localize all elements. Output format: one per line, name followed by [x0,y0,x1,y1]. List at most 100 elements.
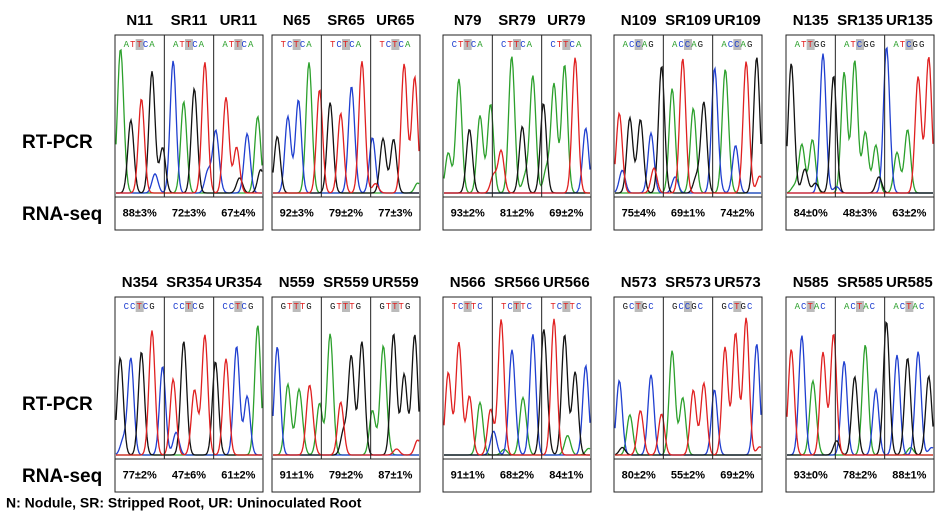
sequence: CCTCG [124,302,156,312]
base: A [356,40,362,50]
sample-name: N65 [283,12,311,29]
rna-seq-value: 91±1% [280,469,314,481]
sample-name: SR559 [323,274,369,291]
sequence: ACCAG [672,40,704,50]
base: C [477,302,483,312]
base: G [306,302,312,312]
rna-seq-value: 55±2% [671,469,705,481]
base: G [870,40,876,50]
rna-seq-value: 93±0% [794,469,828,481]
base: A [576,40,582,50]
sample-name: UR65 [376,12,414,29]
sample-name: UR585 [886,274,933,291]
sequence: ATCGG [844,40,876,50]
sample-name: SR135 [837,12,883,29]
base: G [149,302,155,312]
sample-name: N79 [454,12,482,29]
rna-seq-value: 69±2% [549,207,583,219]
sample-name: N11 [126,12,153,29]
rna-seq-value: 77±2% [123,469,157,481]
sample-name: SR65 [327,12,365,29]
trace [615,318,761,455]
sequence: TCTTC [550,302,582,312]
base: A [199,40,205,50]
figure: N: Nodule, SR: Stripped Root, UR: Uninoc… [0,0,936,515]
sequence: ATTCA [173,40,205,50]
sample-name: SR109 [665,12,711,29]
sequence: GCTGC [623,302,655,312]
rna-seq-value: 48±3% [843,207,877,219]
sample-name: N566 [450,274,486,291]
sample-name: SR79 [498,12,536,29]
sample-name: UR573 [714,274,761,291]
rna-seq-value: 69±2% [720,469,754,481]
trace [273,61,419,193]
sequence: TCTCA [281,40,313,50]
base: C [919,302,925,312]
rna-seq-value: 87±1% [378,469,412,481]
sequence: TCTCA [379,40,411,50]
base: C [576,302,582,312]
panel-box [115,297,263,492]
panel-box [786,35,934,230]
base: A [306,40,312,50]
panel-box [614,35,762,230]
sequence: GCTGC [721,302,753,312]
base: A [527,40,533,50]
sample-name: SR573 [665,274,711,291]
rna-seq-value: 61±2% [221,469,255,481]
sequence: ATTCA [124,40,156,50]
base: A [477,40,483,50]
sample-name: N109 [621,12,657,29]
rna-seq-value: 77±3% [378,207,412,219]
sequence: GTTTG [281,302,313,312]
sequence: TCTTC [452,302,484,312]
base: C [820,302,826,312]
base: C [747,302,753,312]
rna-seq-value: 47±6% [172,469,206,481]
sequence: TCTTC [501,302,533,312]
rna-seq-value: 63±2% [892,207,926,219]
rna-seq-value: 80±2% [622,469,656,481]
panel-box [272,35,420,230]
base: A [405,40,411,50]
row-label: RT-PCR [22,394,93,415]
rna-seq-value: 88±3% [123,207,157,219]
base: C [698,302,704,312]
base: C [870,302,876,312]
base: G [698,40,704,50]
sequence: GTTTG [330,302,362,312]
base: G [405,302,411,312]
sample-name: SR566 [494,274,540,291]
row-label: RNA-seq [22,466,102,487]
rna-seq-value: 67±4% [221,207,255,219]
base: G [919,40,925,50]
sequence: ATTCA [222,40,254,50]
rna-seq-value: 91±1% [451,469,485,481]
base: G [820,40,826,50]
sequence: ATCGG [893,40,925,50]
trace [787,48,933,193]
rna-seq-value: 81±2% [500,207,534,219]
sequence: TCTCA [330,40,362,50]
rna-seq-value: 69±1% [671,207,705,219]
legend: N: Nodule, SR: Stripped Root, UR: Uninoc… [6,495,362,511]
rna-seq-value: 84±1% [549,469,583,481]
sequence: GCCGC [672,302,704,312]
trace [787,323,933,456]
sequence: CTTCA [550,40,582,50]
sequence: ACCAG [623,40,655,50]
sample-name: UR79 [547,12,585,29]
sample-name: N354 [122,274,159,291]
base: G [648,40,654,50]
rna-seq-value: 88±1% [892,469,926,481]
sequence: ACTAC [893,302,925,312]
rna-seq-value: 74±2% [720,207,754,219]
trace [787,61,933,193]
rna-seq-value: 78±2% [843,469,877,481]
row-label: RT-PCR [22,132,93,153]
base: C [648,302,654,312]
base: G [199,302,205,312]
sample-name: SR354 [166,274,213,291]
sample-name: SR585 [837,274,883,291]
